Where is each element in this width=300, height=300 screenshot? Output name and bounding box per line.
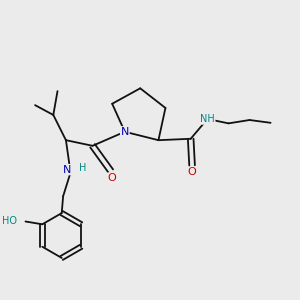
- Text: O: O: [188, 167, 197, 177]
- Text: N: N: [121, 127, 129, 137]
- Text: HO: HO: [2, 216, 17, 226]
- Text: N: N: [63, 165, 71, 175]
- Text: NH: NH: [200, 114, 215, 124]
- Text: H: H: [79, 163, 86, 173]
- Text: O: O: [108, 173, 117, 183]
